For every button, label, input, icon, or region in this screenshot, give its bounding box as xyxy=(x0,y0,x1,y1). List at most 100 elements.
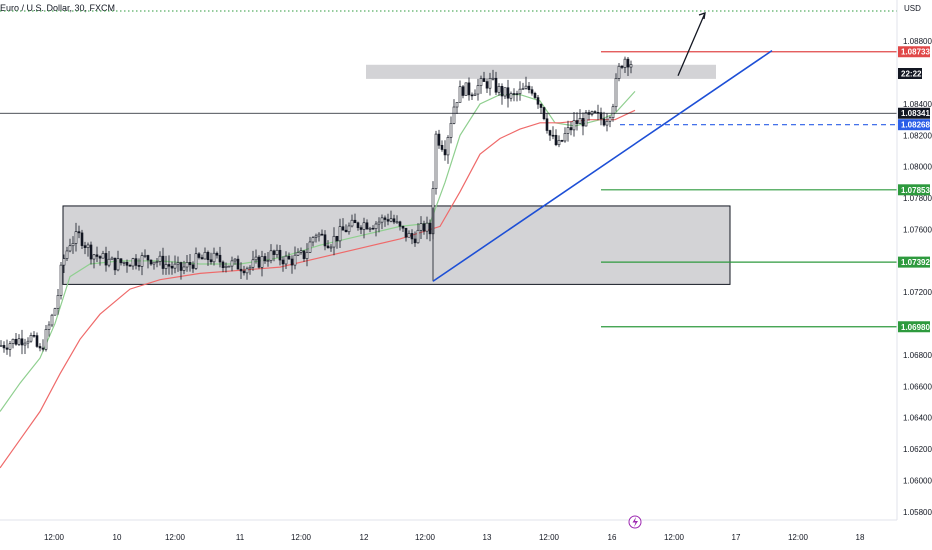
candle xyxy=(386,213,390,226)
candle xyxy=(74,222,78,252)
candle-body xyxy=(227,265,231,268)
candle xyxy=(17,334,21,346)
candle xyxy=(107,251,111,268)
candle xyxy=(560,139,564,143)
price-axis[interactable] xyxy=(897,0,932,550)
candle xyxy=(572,111,576,137)
trendline xyxy=(432,49,773,282)
candle xyxy=(425,216,429,240)
candle xyxy=(479,75,483,94)
price-tag-label: 1.07392 xyxy=(901,258,930,267)
candle xyxy=(314,233,318,243)
candle-body xyxy=(26,340,30,344)
candle xyxy=(605,113,609,132)
candle xyxy=(344,224,348,233)
candle-body xyxy=(77,231,81,234)
candle-body xyxy=(314,235,318,238)
candle xyxy=(629,60,633,74)
y-tick-label: 1.08400 xyxy=(903,100,932,109)
candle xyxy=(179,261,183,280)
candle-body xyxy=(293,254,297,266)
y-tick-label: 1.08200 xyxy=(903,131,932,140)
candle xyxy=(401,225,405,232)
candle xyxy=(176,256,180,272)
candle xyxy=(458,80,462,103)
candle-body xyxy=(545,118,549,131)
y-tick-label: 1.08000 xyxy=(903,163,932,172)
candle xyxy=(209,252,213,265)
candle-body xyxy=(518,88,522,95)
candle-body xyxy=(206,251,210,261)
candle-body xyxy=(359,227,363,230)
candle xyxy=(89,241,93,265)
candle xyxy=(515,90,519,102)
candle xyxy=(125,259,129,273)
candle xyxy=(113,257,117,275)
candle xyxy=(302,250,306,262)
candle-body xyxy=(116,258,120,271)
candle-body xyxy=(230,260,234,267)
candle-body xyxy=(554,134,558,146)
candle xyxy=(44,325,48,352)
candle xyxy=(377,217,381,233)
candle-body xyxy=(473,93,477,96)
candle xyxy=(368,226,372,233)
candle xyxy=(554,129,558,147)
candle xyxy=(347,222,351,235)
candle xyxy=(614,73,618,112)
candle-body xyxy=(401,225,405,229)
candle xyxy=(287,252,291,260)
candle-body xyxy=(377,221,381,225)
candle-body xyxy=(413,238,417,244)
candle xyxy=(197,252,201,260)
candle xyxy=(203,247,207,260)
candle-body xyxy=(602,118,606,126)
candle xyxy=(161,247,165,275)
candle-body xyxy=(467,82,471,96)
candle-body xyxy=(170,265,174,269)
candle-body xyxy=(494,77,498,93)
candle-body xyxy=(443,149,447,156)
x-tick-label: 13 xyxy=(483,533,492,542)
candle xyxy=(38,343,42,352)
candle-body xyxy=(362,222,366,230)
candle xyxy=(65,246,69,262)
candle-body xyxy=(242,270,246,274)
candle xyxy=(512,88,516,102)
candle-body xyxy=(80,232,84,246)
candle xyxy=(2,341,6,353)
candle-body xyxy=(611,106,615,119)
candle-body xyxy=(383,217,387,220)
candle-body xyxy=(338,226,342,242)
candle-body xyxy=(20,338,24,346)
candle xyxy=(245,266,249,280)
candle-body xyxy=(578,118,582,124)
candle-body xyxy=(623,58,627,68)
y-tick-label: 1.06000 xyxy=(903,476,932,485)
candle xyxy=(626,57,630,76)
candle-body xyxy=(92,254,96,260)
candle-body xyxy=(155,261,159,263)
candle xyxy=(59,262,63,300)
candle xyxy=(272,249,276,262)
candle-body xyxy=(89,244,93,260)
candle xyxy=(218,246,222,268)
candle xyxy=(356,221,360,231)
candle xyxy=(254,249,258,264)
candle xyxy=(11,338,15,349)
candle xyxy=(236,255,240,270)
candle xyxy=(602,111,606,127)
candle xyxy=(353,213,357,224)
candle xyxy=(239,262,243,279)
candle xyxy=(563,127,567,143)
candle xyxy=(242,265,246,276)
candle-body xyxy=(167,264,171,267)
candle xyxy=(500,83,504,105)
candle xyxy=(317,232,321,242)
candle-body xyxy=(620,65,624,68)
candle-body xyxy=(410,233,414,240)
candle-body xyxy=(86,244,90,248)
candle-body xyxy=(320,233,324,236)
candle xyxy=(470,92,474,101)
